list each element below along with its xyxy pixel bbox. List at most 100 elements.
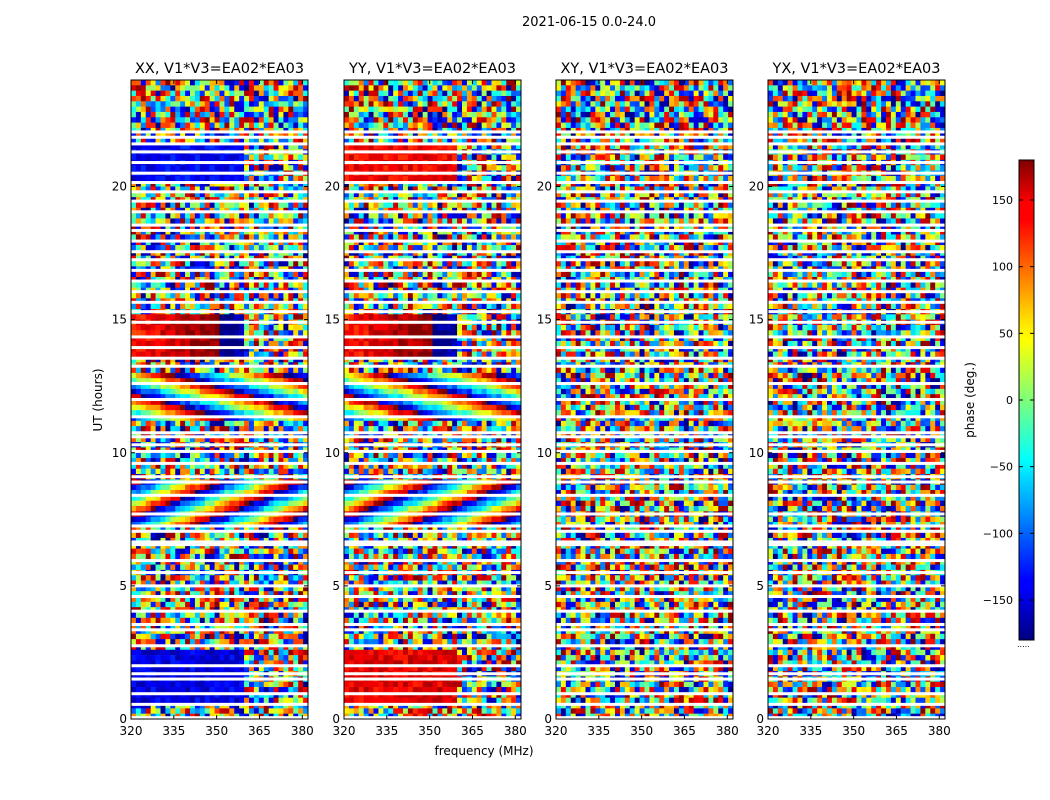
heatmap-cell [283,314,289,320]
heatmap-cell [239,484,245,491]
heatmap-cell [224,282,230,288]
heatmap-cell [224,484,230,491]
heatmap-cell [170,506,176,512]
heatmap-cell [145,463,151,470]
heatmap-cell [165,213,171,219]
heatmap-cell [155,655,161,661]
heatmap-cell [135,85,142,91]
heatmap-cell [234,261,240,267]
heatmap-cell [219,138,225,145]
heatmap-cell [263,420,269,427]
heatmap-cell [466,80,473,86]
heatmap-cell [160,372,166,379]
heatmap-cell [278,388,284,395]
heatmap-cell [258,303,265,310]
heatmap-cell [131,154,137,161]
heatmap-cell [160,516,166,523]
heatmap-cell [283,175,289,182]
heatmap-cell [481,117,487,123]
heatmap-cell [190,85,196,91]
heatmap-cell [303,564,309,571]
heatmap-cell [204,399,210,406]
heatmap-cell [160,420,166,427]
heatmap-cell [204,708,210,714]
heatmap-cell [185,282,191,288]
heatmap-cell [204,458,210,464]
heatmap-cell [373,101,379,107]
heatmap-cell [194,601,201,608]
heatmap-cell [160,681,166,688]
heatmap-cell [224,367,230,374]
heatmap-cell [224,436,230,443]
heatmap-cell [140,665,147,672]
heatmap-cell [298,697,304,704]
heatmap-cell [452,95,458,102]
heatmap-cell [180,500,186,507]
heatmap-cell [180,495,186,501]
heatmap-cell [398,90,404,97]
heatmap-cell [199,399,206,406]
heatmap-cell [258,649,265,656]
heatmap-cell [194,436,201,443]
heatmap-cell [239,383,245,390]
flagged-row [131,702,308,706]
heatmap-cell [224,122,230,129]
heatmap-cell [160,564,166,571]
heatmap-cell [303,111,309,118]
heatmap-cell [180,553,186,560]
heatmap-cell [131,532,137,539]
heatmap-cell [180,564,186,571]
heatmap-cell [150,687,156,693]
heatmap-cell [388,154,394,161]
heatmap-cell [268,452,274,459]
heatmap-cell [155,378,161,384]
heatmap-cell [150,95,156,102]
heatmap-cell [199,122,206,129]
heatmap-cell [268,271,274,278]
heatmap-cell [496,80,502,86]
heatmap-cell [155,388,161,395]
heatmap-cell [190,186,196,193]
heatmap-cell [150,532,156,539]
heatmap-cell [140,660,147,667]
heatmap-cell [476,143,482,150]
heatmap-cell [165,612,171,619]
heatmap-cell [303,303,309,310]
heatmap-cell [273,516,279,523]
heatmap-cell [229,420,235,427]
heatmap-cell [293,218,299,225]
heatmap-cell [253,372,260,379]
heatmap-cell [170,463,176,470]
heatmap-cell [145,191,151,198]
heatmap-cell [185,596,191,603]
heatmap-cell [253,367,260,374]
heatmap-cell [288,372,294,379]
heatmap-cell [268,122,274,129]
heatmap-cell [219,106,225,113]
heatmap-cell [273,143,279,150]
heatmap-cell [160,90,166,97]
heatmap-cell [283,553,289,560]
heatmap-cell [185,340,191,347]
heatmap-cell [234,271,240,278]
heatmap-cell [204,293,210,299]
heatmap-cell [190,101,196,107]
heatmap-cell [442,80,448,86]
heatmap-cell [239,186,245,193]
heatmap-cell [190,681,196,688]
heatmap-cell [199,484,206,491]
heatmap-cell [175,101,181,107]
heatmap-cell [353,85,360,91]
heatmap-cell [244,436,250,443]
heatmap-cell [253,436,260,443]
heatmap-cell [253,218,260,225]
heatmap-cell [160,154,166,161]
heatmap-cell [293,202,299,209]
heatmap-cell [131,383,137,390]
heatmap-cell [432,101,438,107]
heatmap-cell [131,213,137,219]
heatmap-cell [303,367,309,374]
heatmap-cell [239,388,245,395]
heatmap-cell [209,234,215,241]
heatmap-cell [224,585,230,592]
